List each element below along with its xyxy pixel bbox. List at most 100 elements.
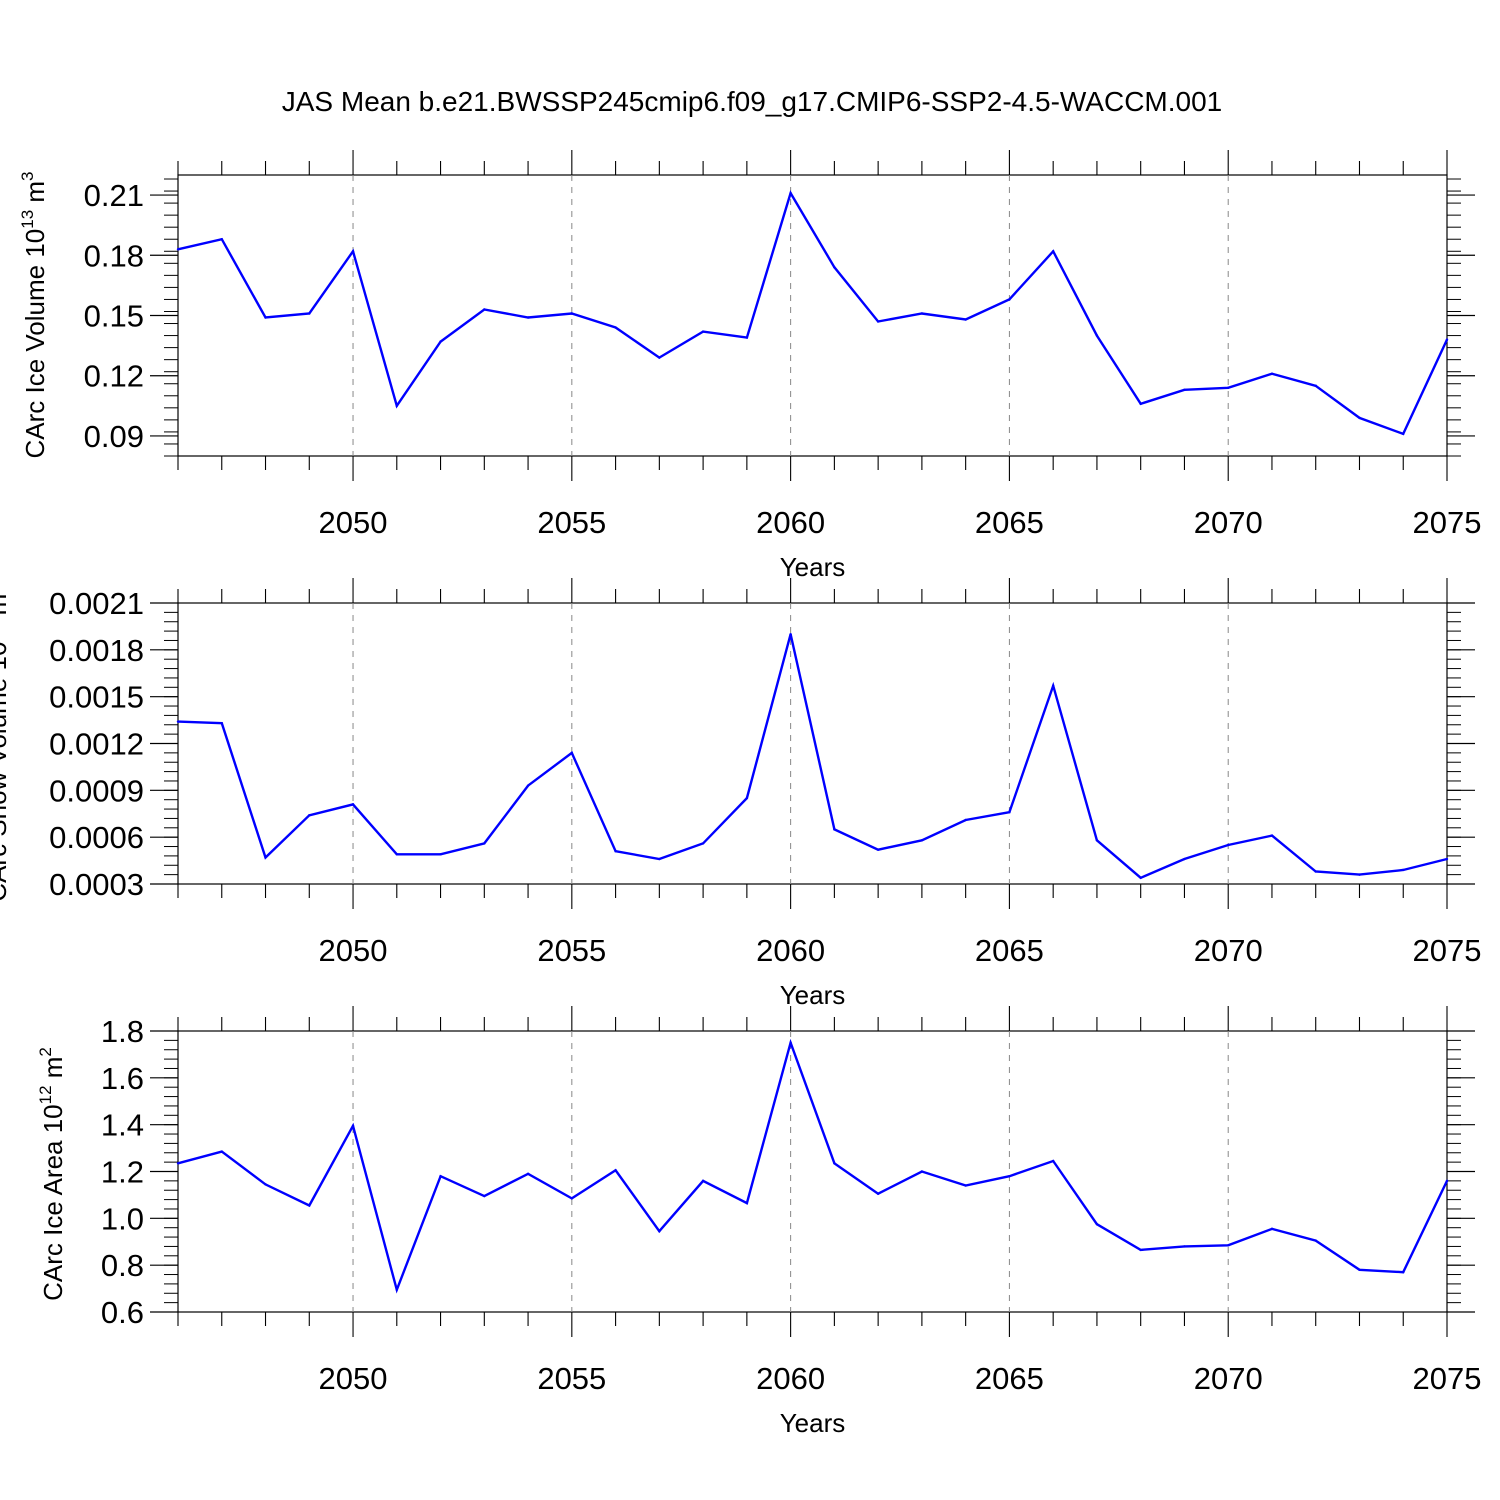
xtick-label: 2070 [1194, 1361, 1263, 1396]
data-point [264, 1183, 267, 1186]
x-axis-label: Years [780, 552, 846, 582]
data-point [176, 248, 180, 251]
ytick-label: 0.6 [101, 1295, 144, 1330]
data-point [1051, 1159, 1055, 1163]
data-point [264, 856, 267, 859]
data-point [308, 814, 311, 817]
xtick-label: 2070 [1194, 933, 1263, 968]
data-point [1183, 388, 1186, 391]
data-point [1314, 1239, 1317, 1242]
ytick-label: 0.0003 [49, 867, 144, 902]
ytick-label: 1.2 [101, 1155, 144, 1190]
data-point [1008, 298, 1011, 301]
panel-ice-volume: 0.09 0.12 0.15 0.18 0.21 2050 2055 2060 2065 2070… [18, 150, 1481, 582]
xtick-label: 2055 [537, 505, 606, 540]
data-point [1227, 386, 1230, 389]
data-point [1227, 1244, 1230, 1247]
data-point [833, 828, 836, 831]
data-point [308, 1204, 311, 1207]
data-point [351, 803, 355, 806]
data-point [1314, 384, 1317, 387]
ytick-label: 0.0018 [49, 633, 144, 668]
data-point [1051, 250, 1055, 253]
xtick-label: 2050 [319, 1361, 388, 1396]
y-axis-label: CArc Ice Volume 1013 m3 [18, 171, 50, 458]
chart-title: JAS Mean b.e21.BWSSP245cmip6.f09_g17.CMI… [282, 86, 1223, 117]
ytick-label: 1.0 [101, 1201, 144, 1236]
data-point [614, 850, 617, 853]
xtick-label: 2055 [537, 933, 606, 968]
data-point [658, 356, 661, 359]
xtick-label: 2060 [756, 933, 825, 968]
data-point [1095, 334, 1099, 337]
panel-snow-volume: 0.0003 0.0006 0.0009 0.0012 0.0015 0.0018 0.00… [0, 578, 1481, 1010]
series-line-ice-volume [177, 190, 1449, 436]
data-point [789, 633, 792, 636]
plot-frame [177, 602, 1448, 885]
data-point [964, 318, 967, 321]
xtick-label: 2065 [975, 933, 1044, 968]
ytick-label: 1.8 [101, 1014, 144, 1049]
data-point [570, 751, 574, 755]
data-point [526, 784, 530, 787]
data-point [745, 796, 749, 800]
data-point [1139, 402, 1142, 406]
x-axis-label: Years [780, 1408, 846, 1438]
data-point [395, 853, 398, 856]
data-point [833, 266, 836, 269]
ytick-label: 0.0006 [49, 820, 144, 855]
data-point [483, 1194, 486, 1198]
data-point [701, 330, 705, 333]
xtick-label: 2065 [975, 1361, 1044, 1396]
data-point [876, 320, 880, 323]
data-point [1358, 873, 1361, 876]
data-point [570, 1197, 574, 1200]
panel-ice-area: 0.6 0.8 1.0 1.2 1.4 1.6 1.8 2050 2055 2060 2065 207… [36, 1006, 1481, 1438]
y-axis-label: CArc Ice Area 1012 m2 [36, 1047, 68, 1301]
data-point [1183, 857, 1186, 861]
ytick-label: 1.4 [101, 1108, 144, 1143]
data-point [658, 1230, 661, 1233]
data-point [1095, 1222, 1099, 1226]
data-point [658, 857, 661, 861]
data-point [701, 842, 705, 845]
data-point [1270, 372, 1274, 375]
xtick-label: 2070 [1194, 505, 1263, 540]
data-point [1402, 868, 1405, 872]
data-point [1270, 834, 1274, 837]
plot-frame [177, 174, 1448, 457]
ytick-label: 0.21 [84, 178, 144, 213]
data-point [789, 1041, 792, 1044]
data-point [176, 720, 180, 723]
data-point [1358, 416, 1361, 420]
data-point [526, 1172, 530, 1176]
data-point [220, 722, 223, 725]
xtick-label: 2055 [537, 1361, 606, 1396]
ytick-label: 0.0021 [49, 586, 144, 621]
data-point [1402, 1270, 1405, 1274]
ytick-label: 0.15 [84, 299, 144, 334]
data-point [308, 312, 311, 315]
xtick-label: 2075 [1413, 1361, 1482, 1396]
data-point [614, 1169, 617, 1172]
ytick-label: 0.0012 [49, 727, 144, 762]
data-point [439, 853, 442, 856]
ytick-label: 0.8 [101, 1248, 144, 1283]
plot-frame [177, 1030, 1448, 1313]
data-point [1095, 839, 1099, 842]
data-point [1139, 1248, 1142, 1252]
x-axis-label: Years [780, 980, 846, 1010]
ytick-label: 0.18 [84, 238, 144, 273]
y-axis-label: CArc Snow Volume 1013 m3 [0, 584, 12, 901]
data-point [439, 1174, 442, 1178]
xtick-label: 2050 [319, 505, 388, 540]
ytick-label: 1.6 [101, 1061, 144, 1096]
data-point [920, 312, 924, 315]
data-point [964, 818, 967, 822]
data-point [1402, 432, 1405, 436]
data-point [264, 316, 267, 319]
xtick-label: 2060 [756, 1361, 825, 1396]
data-point [395, 1288, 398, 1291]
data-point [395, 404, 398, 408]
